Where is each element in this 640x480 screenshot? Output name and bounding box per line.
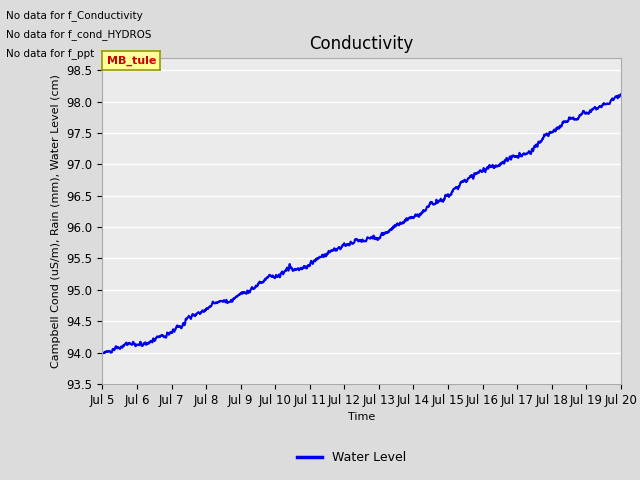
- Water Level: [484, 165, 492, 171]
- Water Level: [617, 91, 625, 97]
- Text: MB_tule: MB_tule: [106, 55, 156, 66]
- Text: No data for f_ppt: No data for f_ppt: [6, 48, 95, 59]
- Y-axis label: Campbell Cond (uS/m), Rain (mm), Water Level (cm): Campbell Cond (uS/m), Rain (mm), Water L…: [51, 74, 61, 368]
- Water Level: [560, 120, 568, 125]
- Water Level: [99, 350, 107, 356]
- Water Level: [611, 95, 618, 101]
- Water Level: [339, 242, 346, 248]
- X-axis label: Time: Time: [348, 412, 375, 422]
- Title: Conductivity: Conductivity: [310, 35, 413, 53]
- Text: No data for f_cond_HYDROS: No data for f_cond_HYDROS: [6, 29, 152, 40]
- Water Level: [348, 240, 356, 246]
- Text: No data for f_Conductivity: No data for f_Conductivity: [6, 10, 143, 21]
- Line: Water Level: Water Level: [102, 94, 621, 353]
- Legend: Water Level: Water Level: [292, 446, 412, 469]
- Water Level: [99, 350, 106, 356]
- Water Level: [180, 322, 188, 327]
